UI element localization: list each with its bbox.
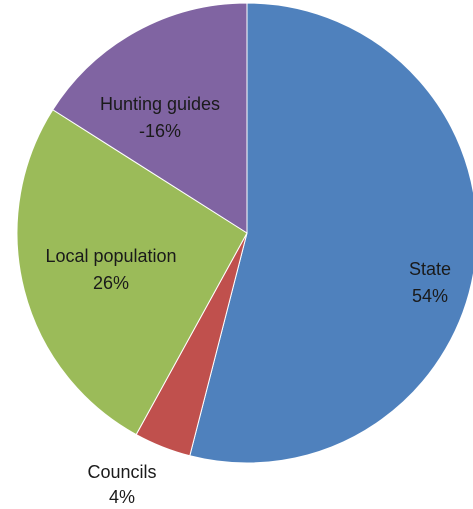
slice-label-councils: Councils (87, 462, 156, 482)
slice-value-state: 54% (412, 286, 448, 306)
pie-slice-local-population (16, 109, 248, 436)
slice-label-state: State (409, 259, 451, 279)
slice-value-councils: 4% (109, 487, 135, 507)
slice-value-local-population: 26% (93, 273, 129, 293)
slice-value-hunting-guides: -16% (139, 121, 181, 141)
pie-slices (16, 2, 473, 464)
slice-label-hunting-guides: Hunting guides (100, 94, 220, 114)
pie-slice-state (189, 2, 473, 464)
pie-slice-hunting-guides (52, 2, 248, 234)
slice-label-local-population: Local population (45, 246, 176, 266)
